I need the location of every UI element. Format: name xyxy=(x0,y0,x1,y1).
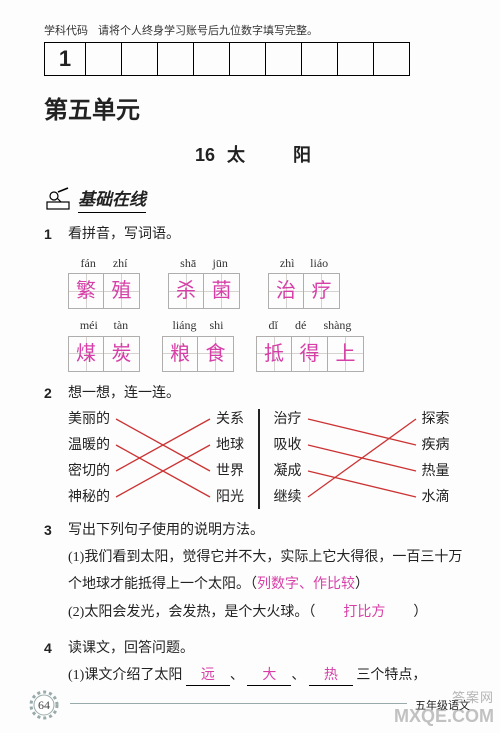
code-cell[interactable] xyxy=(158,42,194,76)
lesson-title: 16 太 阳 xyxy=(44,141,466,167)
section-basics-header: 基础在线 xyxy=(44,185,466,213)
char-box: 治 xyxy=(268,273,304,309)
watermark: 答案网 MXQE.COM xyxy=(394,687,494,727)
q4-item-1: (1)课文介绍了太阳 远、 大、 热 三个特点， xyxy=(68,663,466,690)
q3-number: 3 xyxy=(44,519,58,627)
char-box: 抵 xyxy=(256,336,292,372)
pinyin-group: fánzhí 繁殖 xyxy=(68,253,140,309)
subject-code-label: 学科代码 xyxy=(44,22,88,38)
code-cell-0: 1 xyxy=(44,42,86,76)
q3-ans-1: 列数字、作比较 xyxy=(257,577,355,592)
q3-item-1: (1)我们看到太阳，觉得它并不大，实际上它大得很，一百三十万个地球才能抵得上一个… xyxy=(68,545,466,598)
q1-row1: fánzhí 繁殖 shājūn 杀菌 zhìliáo 治疗 xyxy=(68,253,466,309)
q4-blank-1: 远 xyxy=(186,668,230,686)
code-cell[interactable] xyxy=(338,42,374,76)
code-cell[interactable] xyxy=(194,42,230,76)
q1-number: 1 xyxy=(44,223,58,372)
match-area: 美丽的温暖的密切的神秘的 关系地球世界阳光 治疗吸收凝成继续 xyxy=(68,409,466,509)
q1-prompt: 看拼音，写词语。 xyxy=(68,223,466,247)
match-left-a: 美丽的温暖的密切的神秘的 xyxy=(68,409,110,508)
char-box: 菌 xyxy=(204,273,240,309)
code-cell[interactable] xyxy=(122,42,158,76)
q4-number: 4 xyxy=(44,637,58,689)
q3-prompt: 写出下列句子使用的说明方法。 xyxy=(68,519,466,543)
pinyin-group: shājūn 杀菌 xyxy=(168,253,240,309)
code-cell[interactable] xyxy=(86,42,122,76)
match-right-b: 探索疾病热量水滴 xyxy=(422,409,450,508)
question-4: 4 读课文，回答问题。 (1)课文介绍了太阳 远、 大、 热 三个特点， xyxy=(44,637,466,689)
pinyin-group: zhìliáo 治疗 xyxy=(268,253,340,309)
code-cell[interactable] xyxy=(266,42,302,76)
page-number-badge: 64 xyxy=(26,687,62,723)
top-header: 学科代码 请将个人终身学习账号后九位数字填写完整。 xyxy=(44,22,466,38)
char-box: 疗 xyxy=(304,273,340,309)
q3-item-2: (2)太阳会发光，会发热，是个大火球。（ 打比方 ） xyxy=(68,600,466,627)
question-2: 2 想一想，连一连。 美丽的温暖的密切的神秘的 关系地球世界阳光 xyxy=(44,382,466,510)
code-cell[interactable] xyxy=(230,42,266,76)
pinyin-group: méitàn 煤炭 xyxy=(68,315,140,371)
unit-title: 第五单元 xyxy=(44,90,466,125)
lesson-number: 16 xyxy=(195,145,215,165)
match-right-a: 治疗吸收凝成继续 xyxy=(274,409,302,508)
char-box: 粮 xyxy=(162,336,198,372)
q4-blank-3: 热 xyxy=(309,668,353,686)
question-3: 3 写出下列句子使用的说明方法。 (1)我们看到太阳，觉得它并不大，实际上它大得… xyxy=(44,519,466,627)
section-title: 基础在线 xyxy=(78,185,146,213)
char-box: 炭 xyxy=(104,336,140,372)
top-instruction: 请将个人终身学习账号后九位数字填写完整。 xyxy=(98,22,318,38)
char-box: 繁 xyxy=(68,273,104,309)
match-divider xyxy=(258,409,260,509)
question-1: 1 看拼音，写词语。 fánzhí 繁殖 shājūn 杀菌 zhìliáo 治… xyxy=(44,223,466,372)
q4-prompt: 读课文，回答问题。 xyxy=(68,637,466,661)
q2-number: 2 xyxy=(44,382,58,510)
code-input-row: 1 xyxy=(44,42,466,76)
q1-row2: méitàn 煤炭 liángshi 粮食 dǐdéshàng 抵得上 xyxy=(68,315,466,371)
char-box: 杀 xyxy=(168,273,204,309)
lesson-name: 太 阳 xyxy=(227,145,315,165)
code-cell[interactable] xyxy=(374,42,410,76)
code-cell[interactable] xyxy=(302,42,338,76)
char-box: 煤 xyxy=(68,336,104,372)
char-box: 上 xyxy=(328,336,364,372)
char-box: 食 xyxy=(198,336,234,372)
q4-blank-2: 大 xyxy=(247,668,291,686)
q3-ans-2: 打比方 xyxy=(343,605,385,620)
q2-prompt: 想一想，连一连。 xyxy=(68,382,466,406)
char-box: 得 xyxy=(292,336,328,372)
pinyin-group: liángshi 粮食 xyxy=(162,315,234,371)
char-box: 殖 xyxy=(104,273,140,309)
pencil-character-icon xyxy=(44,186,72,212)
match-left-b: 关系地球世界阳光 xyxy=(216,409,244,508)
pinyin-group: dǐdéshàng 抵得上 xyxy=(256,315,364,371)
